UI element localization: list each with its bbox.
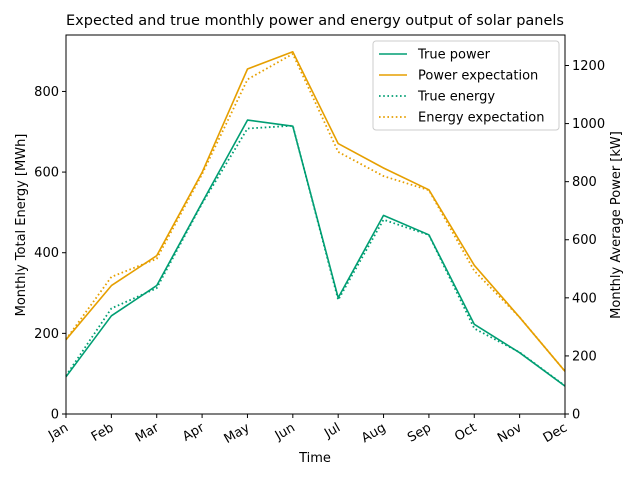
series-line-4 — [65, 53, 566, 372]
y-right-tick-label: 0 — [572, 408, 580, 423]
legend-label-3: True energy — [417, 90, 495, 105]
y-left-tick-label: 600 — [34, 166, 59, 181]
legend-label-1: True power — [417, 48, 491, 63]
chart-title: Expected and true monthly power and ener… — [66, 13, 564, 29]
y-left-tick-label: 0 — [51, 408, 59, 423]
series-line-2 — [65, 50, 566, 372]
y-axis-label-right: Monthly Average Power [kW] — [609, 131, 624, 319]
y-right-tick-label: 400 — [572, 291, 597, 306]
y-axis-label-left: Monthly Total Energy [MWh] — [14, 134, 29, 317]
y-left-tick-label: 400 — [34, 246, 59, 261]
plot-frame — [65, 34, 566, 415]
legend: True power Power expectation True energy En… — [372, 40, 560, 131]
y-right-tick-label: 600 — [572, 233, 597, 248]
legend-box — [372, 40, 560, 131]
plot-area — [65, 50, 566, 387]
series-line-3 — [65, 124, 566, 387]
y-right-tick-label: 200 — [572, 349, 597, 364]
y-right-tick-label: 800 — [572, 175, 597, 190]
x-axis-label: Time — [298, 451, 331, 466]
y-right-tick-label: 1200 — [572, 59, 605, 74]
x-tick-label: Jul — [321, 420, 343, 441]
y-right-tick-label: 1000 — [572, 117, 605, 132]
legend-label-2: Power expectation — [418, 69, 538, 84]
legend-label-4: Energy expectation — [418, 111, 544, 126]
y-left-tick-label: 200 — [34, 327, 59, 342]
y-left-tick-label: 800 — [34, 85, 59, 100]
